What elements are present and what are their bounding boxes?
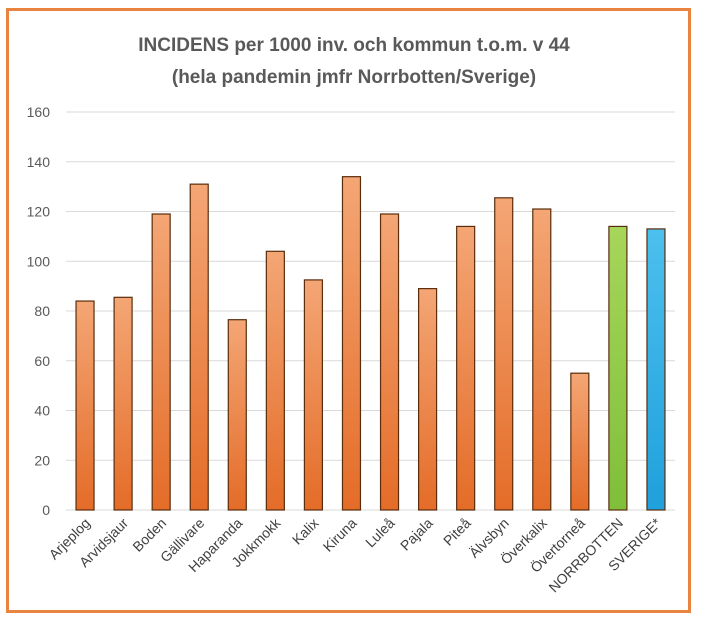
chart-title-block: INCIDENS per 1000 inv. och kommun t.o.m.… [0, 30, 708, 94]
x-tick-label: Kalix [289, 515, 322, 548]
x-axis-labels: ArjeplogArvidsjaurBodenGällivareHaparand… [46, 514, 665, 595]
x-tick-label: Piteå [440, 515, 474, 549]
y-axis-ticks: 0 20 40 60 80 100 120 140 160 [27, 104, 51, 518]
bar-piteå [456, 225, 476, 511]
bar-kalix [303, 279, 324, 511]
y-tick-label: 160 [27, 104, 51, 120]
bar-sverige- [646, 228, 666, 511]
bar-kiruna [341, 176, 362, 511]
y-tick-label: 120 [27, 204, 51, 220]
y-tick-label: 40 [34, 403, 50, 419]
bar-boden [151, 213, 171, 511]
bar-arjeplog [75, 300, 95, 511]
bar-pajala [417, 288, 438, 511]
bar-arvidsjaur [113, 296, 133, 511]
y-tick-label: 80 [34, 303, 50, 319]
y-tick-label: 140 [27, 154, 51, 170]
chart-title: INCIDENS per 1000 inv. och kommun t.o.m.… [138, 35, 570, 56]
bar-haparanda [227, 319, 247, 511]
bar-jokkmokk [265, 250, 285, 511]
bars [75, 176, 666, 511]
bar-luleå [379, 213, 400, 511]
x-tick-label: Kiruna [320, 515, 360, 555]
chart-subtitle: (hela pandemin jmfr Norrbotten/Sverige) [171, 67, 537, 88]
bar-överkalix [532, 208, 552, 511]
bar-gällivare [189, 183, 209, 511]
y-tick-label: 100 [27, 253, 51, 269]
x-tick-label: Luleå [362, 515, 398, 551]
bar-älvsbyn [494, 197, 514, 511]
bar-övertorneå [570, 372, 590, 511]
y-tick-label: 20 [34, 452, 50, 468]
bar-norrbotten [608, 225, 628, 511]
x-tick-label: Pajala [397, 515, 436, 554]
y-tick-label: 0 [42, 502, 50, 518]
y-tick-label: 60 [34, 353, 50, 369]
